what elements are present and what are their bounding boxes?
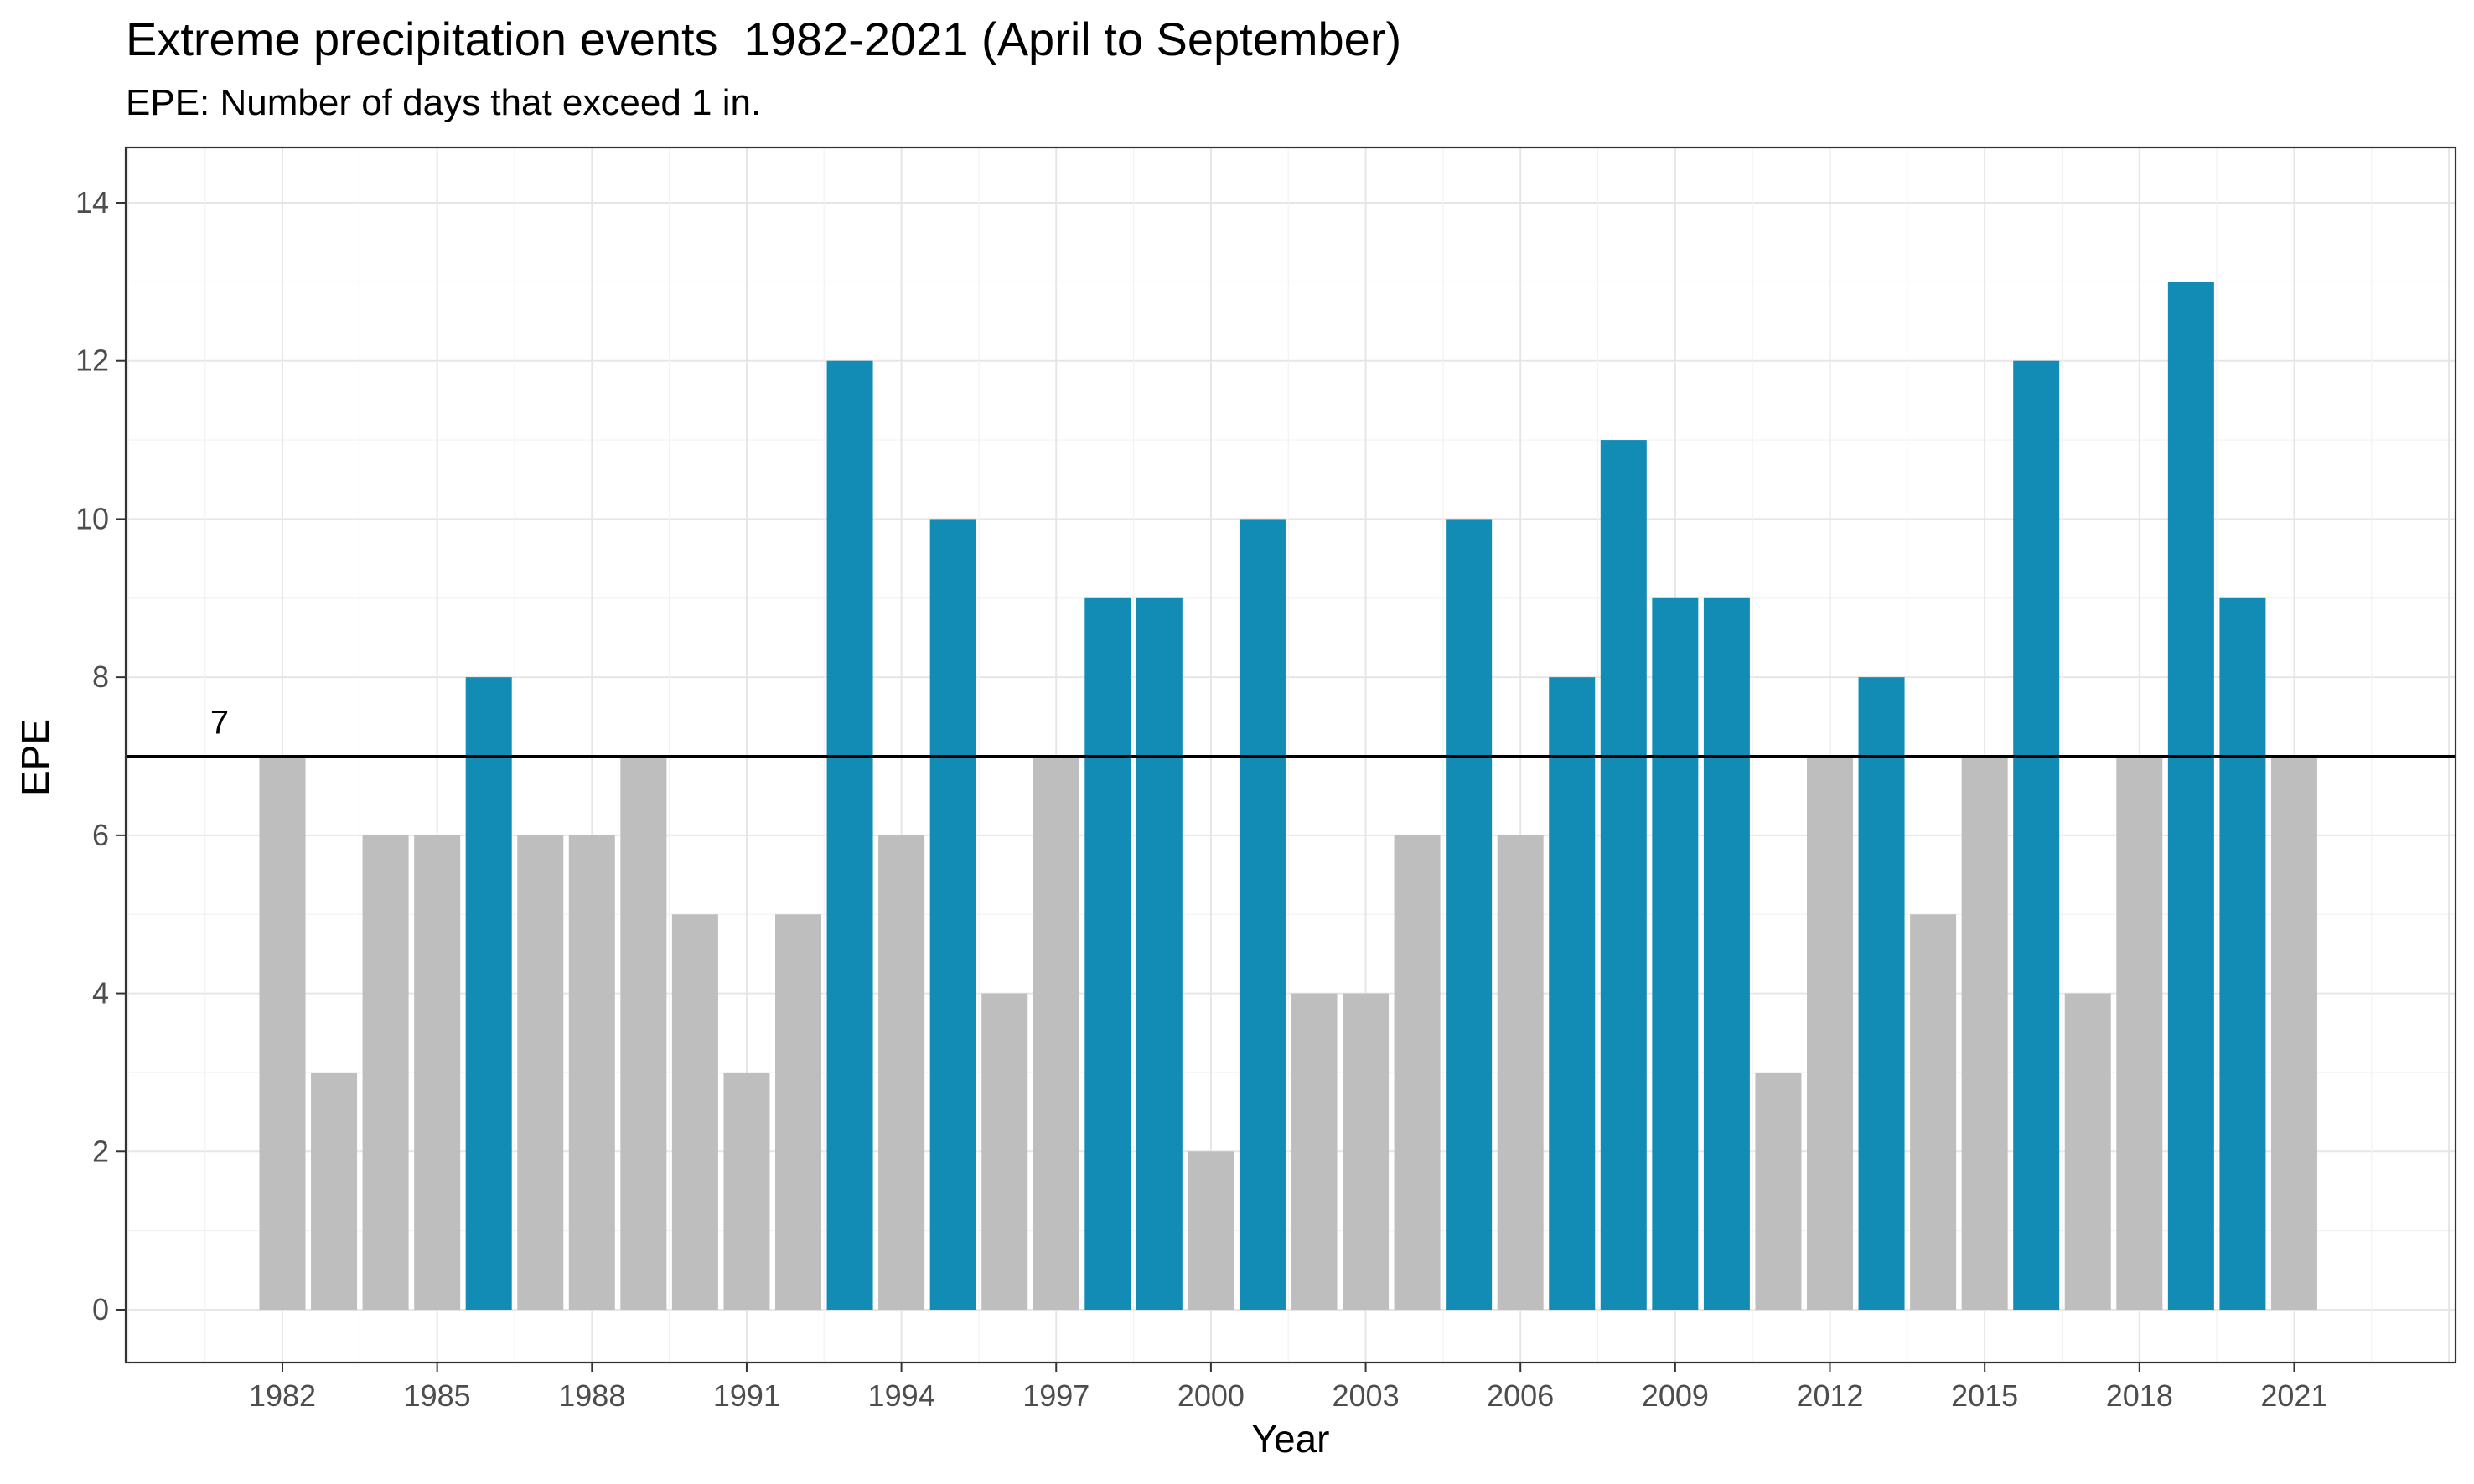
bar-1983: [311, 1072, 358, 1310]
x-tick-label: 2000: [1177, 1378, 1245, 1413]
bar-2000: [1188, 1151, 1234, 1310]
x-tick-label: 1985: [404, 1378, 471, 1413]
bar-1991: [723, 1072, 770, 1310]
bar-1992: [775, 914, 821, 1310]
bar-2015: [1961, 756, 2008, 1310]
bar-1994: [878, 835, 925, 1310]
x-tick-label: 2012: [1796, 1378, 1863, 1413]
x-tick-label: 1988: [558, 1378, 625, 1413]
bar-2016: [2013, 360, 2060, 1310]
x-axis-title: Year: [1252, 1417, 1330, 1461]
bar-2001: [1239, 519, 1286, 1310]
bar-2010: [1703, 597, 1750, 1310]
bars: [259, 282, 2317, 1310]
bar-1999: [1136, 597, 1183, 1310]
bar-2012: [1807, 756, 1853, 1310]
y-tick-label: 2: [92, 1134, 109, 1168]
y-tick-label: 0: [92, 1292, 109, 1326]
bar-2021: [2270, 756, 2317, 1310]
bar-2014: [1910, 914, 1957, 1310]
bar-2008: [1600, 440, 1647, 1310]
y-tick-label: 14: [75, 185, 109, 220]
bar-2006: [1497, 835, 1544, 1310]
bar-2020: [2219, 597, 2266, 1310]
y-axis-title: EPE: [13, 719, 57, 796]
bar-1982: [259, 756, 306, 1310]
bar-1987: [517, 835, 564, 1310]
bar-1997: [1033, 756, 1079, 1310]
x-tick-label: 2015: [1951, 1378, 2018, 1413]
x-tick-label: 1997: [1022, 1378, 1089, 1413]
x-tick-label: 1994: [868, 1378, 935, 1413]
x-tick-label: 1991: [713, 1378, 780, 1413]
bar-1995: [929, 519, 976, 1310]
bar-1993: [826, 360, 873, 1310]
bar-2003: [1343, 993, 1390, 1310]
bar-2005: [1446, 519, 1493, 1310]
bar-1984: [362, 835, 409, 1310]
bar-1989: [620, 756, 667, 1310]
bar-1985: [414, 835, 461, 1310]
bar-1996: [981, 993, 1028, 1310]
bar-1988: [568, 835, 615, 1310]
bar-1990: [671, 914, 718, 1310]
plot-panel-border: [124, 146, 2457, 1364]
x-tick-label: 2009: [1642, 1378, 1709, 1413]
x-tick-label: 2003: [1333, 1378, 1400, 1413]
y-tick-label: 6: [92, 818, 109, 852]
x-tick-label: 2021: [2260, 1378, 2327, 1413]
bar-2018: [2116, 756, 2163, 1310]
bar-1986: [465, 677, 512, 1310]
bar-2017: [2064, 993, 2111, 1310]
bar-2011: [1755, 1072, 1802, 1310]
chart-title: Extreme precipitation events 1982-2021 (…: [126, 13, 1402, 65]
threshold: 7: [126, 705, 2456, 758]
x-tick-label: 2018: [2106, 1378, 2173, 1413]
chart-subtitle: EPE: Number of days that exceed 1 in.: [126, 82, 762, 123]
bar-2013: [1858, 677, 1905, 1310]
y-tick-label: 10: [75, 501, 109, 535]
bar-2009: [1652, 597, 1699, 1310]
x-tick-label: 2006: [1487, 1378, 1554, 1413]
y-tick-label: 12: [75, 344, 109, 378]
bar-2007: [1549, 677, 1596, 1310]
y-tick-label: 4: [92, 976, 109, 1011]
threshold-label: 7: [210, 705, 229, 742]
bar-1998: [1084, 597, 1131, 1310]
y-tick-label: 8: [92, 659, 109, 694]
bar-2002: [1291, 993, 1338, 1310]
bar-2004: [1394, 835, 1441, 1310]
y-axis: 0 2 4 6 8 10 12 14: [75, 185, 126, 1326]
x-tick-label: 1982: [249, 1378, 316, 1413]
x-axis: 1982 1985 1988 1991 1994 1997 2000 2003 2006 2009…: [249, 1362, 2327, 1413]
bar-2019: [2167, 282, 2214, 1310]
